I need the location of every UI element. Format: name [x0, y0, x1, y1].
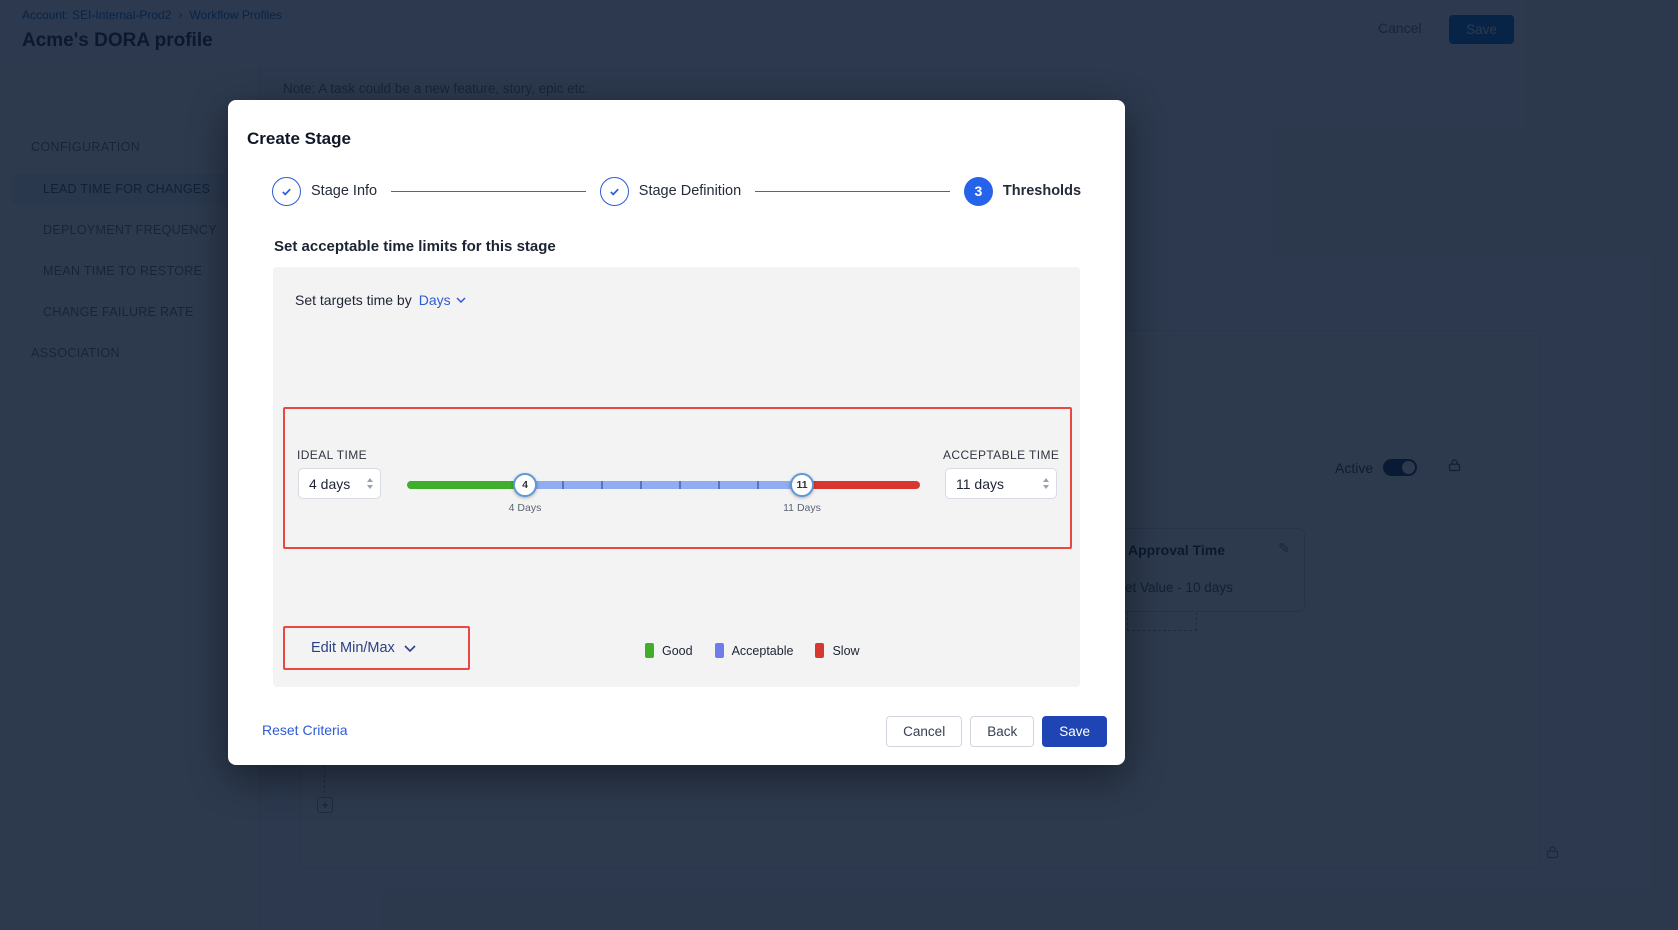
threshold-legend: Good Acceptable Slow — [645, 643, 860, 658]
stepper-connector — [755, 190, 950, 192]
step-thresholds[interactable]: 3 Thresholds — [963, 176, 1082, 206]
modal-back-button[interactable]: Back — [970, 716, 1035, 747]
slider-handle-max[interactable]: 11 — [790, 473, 814, 497]
modal-cancel-button[interactable]: Cancel — [886, 716, 963, 747]
threshold-range-slider[interactable]: 4 11 4 Days 11 Days — [407, 473, 920, 514]
legend-item-good: Good — [645, 643, 693, 658]
spinner-arrows-icon[interactable] — [367, 478, 373, 489]
step-done-check-icon — [599, 176, 629, 206]
thresholds-panel: Set targets time by Days IDEAL TIME 4 da… — [273, 267, 1080, 687]
modal-footer-buttons: Cancel Back Save — [886, 716, 1107, 747]
slow-swatch-icon — [815, 643, 825, 658]
spinner-arrows-icon[interactable] — [1043, 478, 1049, 489]
annotation-highlight-edit-minmax: Edit Min/Max — [283, 626, 470, 670]
create-stage-modal: Create Stage Stage Info Stage Definition… — [228, 100, 1125, 765]
set-targets-label: Set targets time by — [295, 292, 412, 308]
acceptable-time-value: 11 days — [956, 475, 1004, 492]
chevron-down-icon — [404, 644, 416, 652]
ideal-time-value: 4 days — [309, 475, 351, 492]
legend-item-slow: Slow — [815, 643, 860, 658]
ideal-time-label: IDEAL TIME — [297, 448, 368, 462]
legend-slow-label: Slow — [832, 643, 860, 658]
unit-dropdown[interactable]: Days — [419, 292, 466, 308]
legend-item-acceptable: Acceptable — [714, 643, 794, 658]
acceptable-swatch-icon — [714, 643, 724, 658]
slider-segment-good — [407, 481, 525, 489]
legend-acceptable-label: Acceptable — [731, 643, 794, 658]
modal-title: Create Stage — [247, 129, 351, 148]
step-label-thresholds: Thresholds — [1002, 183, 1082, 199]
legend-good-label: Good — [662, 643, 693, 658]
set-targets-row: Set targets time by Days — [295, 292, 466, 308]
step-stage-definition[interactable]: Stage Definition — [599, 176, 742, 206]
stepper-connector — [391, 190, 586, 192]
acceptable-time-label: ACCEPTABLE TIME — [943, 448, 1060, 462]
step-label-stage-info: Stage Info — [311, 183, 378, 199]
step-number-badge: 3 — [963, 176, 993, 206]
edit-minmax-label: Edit Min/Max — [311, 640, 395, 656]
slider-max-caption: 11 Days — [783, 502, 821, 514]
slider-segment-acceptable — [524, 481, 802, 489]
slider-segment-slow — [802, 481, 920, 489]
modal-save-button[interactable]: Save — [1042, 716, 1107, 747]
edit-minmax-button[interactable]: Edit Min/Max — [311, 640, 416, 656]
reset-criteria-link[interactable]: Reset Criteria — [262, 722, 348, 738]
ideal-time-input[interactable]: 4 days — [298, 468, 381, 499]
step-stage-info[interactable]: Stage Info — [272, 176, 378, 206]
unit-dropdown-value: Days — [418, 292, 451, 308]
good-swatch-icon — [645, 643, 654, 658]
acceptable-time-input[interactable]: 11 days — [945, 468, 1057, 499]
step-label-stage-definition: Stage Definition — [638, 183, 742, 199]
slider-min-caption: 4 Days — [508, 502, 542, 514]
annotation-highlight-range: IDEAL TIME 4 days 4 11 4 Days 11 Days AC… — [283, 407, 1072, 549]
step-done-check-icon — [272, 176, 301, 206]
slider-handle-min[interactable]: 4 — [512, 473, 537, 497]
stepper: Stage Info Stage Definition 3 Thresholds — [272, 176, 1081, 206]
chevron-down-icon — [456, 297, 466, 303]
modal-subtitle: Set acceptable time limits for this stag… — [274, 238, 556, 255]
